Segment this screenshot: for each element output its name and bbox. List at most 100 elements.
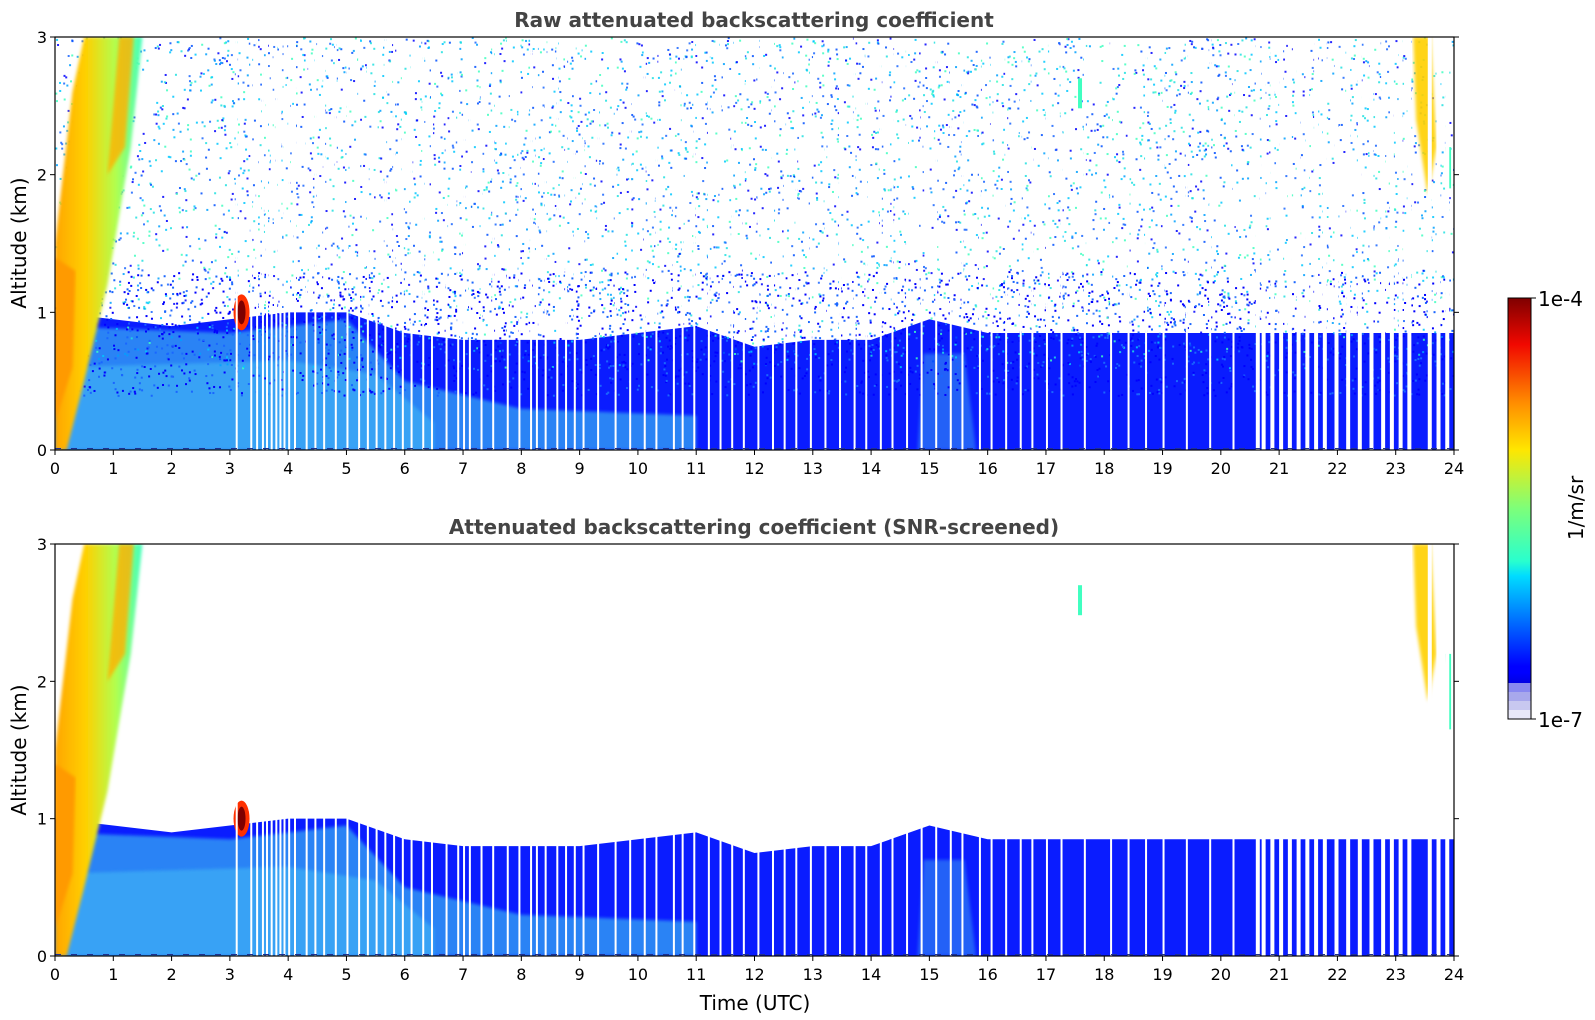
gap-column xyxy=(824,37,827,450)
x-tick-label: 10 xyxy=(628,459,648,478)
gap-column xyxy=(457,37,460,450)
gap-column xyxy=(1083,37,1086,450)
gap-column xyxy=(1389,544,1394,956)
x-tick-label: 23 xyxy=(1386,459,1406,478)
x-tick-label: 1 xyxy=(108,459,118,478)
x-tick-label: 6 xyxy=(400,459,410,478)
gap-column xyxy=(1232,544,1235,956)
data-gaps xyxy=(55,544,1454,956)
gap-column xyxy=(1381,37,1386,450)
gap-column xyxy=(1322,544,1327,956)
x-tick-label: 24 xyxy=(1444,965,1464,984)
gap-column xyxy=(707,37,710,450)
gap-column xyxy=(1162,544,1165,956)
x-tick-label: 2 xyxy=(166,459,176,478)
y-ticks: 0 1 2 3 xyxy=(37,535,1459,966)
gap-column xyxy=(655,37,658,450)
y-tick-label: 3 xyxy=(37,28,47,47)
gap-column xyxy=(672,37,675,450)
x-tick-label: 19 xyxy=(1152,459,1172,478)
gap-column xyxy=(492,37,495,450)
gap-column xyxy=(314,544,317,956)
panel-screened: Attenuated backscattering coefficient (S… xyxy=(7,515,1464,1015)
gap-column xyxy=(1357,544,1362,956)
x-ticks: 0 1 2 3 4 5 6 7 8 9 10 11 12 13 14 15 16 17 18 19 20 21 22 23 24 xyxy=(50,956,1464,984)
gap-column xyxy=(480,37,483,450)
gap-column xyxy=(358,544,361,956)
gap-column xyxy=(1261,544,1266,956)
gap-column xyxy=(1398,544,1403,956)
colorbar-low-band xyxy=(1508,683,1531,719)
x-tick-label: 18 xyxy=(1094,459,1114,478)
gap-column xyxy=(839,544,842,956)
gap-column xyxy=(430,37,433,450)
gap-column xyxy=(430,544,433,956)
gap-column xyxy=(1334,544,1339,956)
gap-column xyxy=(384,37,387,450)
gap-column xyxy=(771,37,774,450)
gap-column xyxy=(614,544,617,956)
x-tick-label: 4 xyxy=(283,965,293,984)
colorbar-gradient xyxy=(1508,298,1531,719)
panel-screened-title: Attenuated backscattering coefficient (S… xyxy=(449,515,1059,539)
gap-column xyxy=(1296,37,1301,450)
gap-column xyxy=(809,544,812,956)
gap-column xyxy=(906,544,909,956)
gap-column xyxy=(1346,544,1351,956)
gap-column xyxy=(891,37,894,450)
x-tick-label: 17 xyxy=(1036,965,1056,984)
gap-column xyxy=(1287,544,1292,956)
gap-column xyxy=(1270,37,1275,450)
y-ticks: 0 1 2 3 xyxy=(37,28,1459,460)
gap-column xyxy=(1261,37,1266,450)
gap-column xyxy=(643,37,646,450)
plume-core xyxy=(55,257,76,423)
gap-column xyxy=(334,544,337,956)
gap-column xyxy=(597,544,600,956)
y-tick-label: 1 xyxy=(37,303,47,322)
gap-column xyxy=(757,544,760,956)
gap-column xyxy=(556,37,559,450)
gap-column xyxy=(1436,544,1441,956)
gap-column xyxy=(1145,37,1148,450)
gap-column xyxy=(293,544,296,956)
cloud-3h-core xyxy=(237,806,246,831)
x-tick-label: 3 xyxy=(225,459,235,478)
gap-column xyxy=(1031,37,1034,450)
y-tick-label: 2 xyxy=(37,672,47,691)
gap-column xyxy=(891,544,894,956)
gap-column xyxy=(1279,37,1284,450)
gap-column xyxy=(375,37,378,450)
gap-column xyxy=(731,37,734,450)
x-tick-label: 20 xyxy=(1211,965,1231,984)
colorbar-label: 1/m/sr xyxy=(1564,475,1588,540)
gap-column xyxy=(565,37,568,450)
gap-column xyxy=(920,544,923,956)
gap-column xyxy=(1209,37,1212,450)
gap-column xyxy=(535,37,538,450)
panel-raw-ylabel: Altitude (km) xyxy=(7,177,31,308)
x-tick-label: 15 xyxy=(919,459,939,478)
gap-column xyxy=(672,544,675,956)
x-tick-label: 14 xyxy=(861,459,881,478)
gap-column xyxy=(1232,37,1235,450)
gap-column xyxy=(865,37,868,450)
gap-column xyxy=(681,544,684,956)
gap-column xyxy=(1005,544,1008,956)
gap-column xyxy=(1185,37,1188,450)
gap-column xyxy=(990,37,993,450)
gap-column xyxy=(795,544,798,956)
boundary-layer-core xyxy=(55,360,434,450)
gap-column xyxy=(582,544,585,956)
gap-column xyxy=(457,544,460,956)
y-tick-label: 0 xyxy=(37,947,47,966)
colorbar-min-label: 1e-7 xyxy=(1538,708,1583,732)
gap-column xyxy=(719,37,722,450)
colorbar-frame xyxy=(1507,297,1532,720)
gap-column xyxy=(879,544,882,956)
gap-column xyxy=(366,37,369,450)
colorbar-swatch xyxy=(1508,710,1531,719)
gap-column xyxy=(410,37,413,450)
gap-column xyxy=(906,37,909,450)
